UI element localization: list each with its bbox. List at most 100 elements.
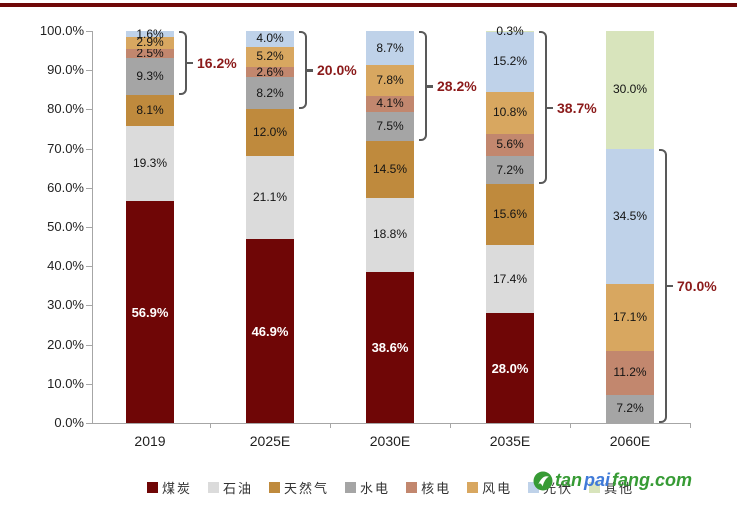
legend-label-nuclear: 核电: [421, 481, 452, 496]
y-axis-label: 40.0%: [47, 258, 84, 274]
legend-item-hydro: 水电: [345, 478, 390, 497]
segment-label-oil-2035E: 17.4%: [492, 271, 528, 286]
bracket-2035E: [539, 31, 553, 185]
bar-segment-wind-2060E: [606, 283, 654, 351]
segment-label-oil-2030E: 18.8%: [372, 227, 408, 242]
bar-segment-hydro-2035E: [486, 155, 534, 185]
x-axis-label-2035E: 2035E: [489, 433, 531, 449]
bar-segment-gas-2025E: [246, 109, 294, 157]
y-axis-tick: [86, 70, 92, 72]
bar-segment-coal-2025E: [246, 239, 294, 423]
legend-swatch-gas: [269, 482, 281, 493]
bar-segment-nuclear-2030E: [366, 95, 414, 112]
bracket-2025E: [299, 31, 313, 110]
bar-segment-nuclear-2035E: [486, 133, 534, 156]
legend-item-oil: 石油: [208, 478, 253, 497]
segment-label-gas-2025E: 12.0%: [252, 125, 288, 140]
x-axis-tick: [210, 423, 211, 428]
segment-label-nuclear-2030E: 4.1%: [376, 96, 404, 111]
segment-label-coal-2025E: 46.9%: [251, 323, 289, 339]
segment-label-oil-2019: 19.3%: [132, 156, 168, 171]
segment-label-wind-2019: 2.9%: [136, 35, 164, 50]
y-axis-label: 60.0%: [47, 179, 84, 195]
y-axis-tick: [86, 383, 92, 385]
bar-segment-coal-2030E: [366, 271, 414, 423]
y-axis-tick: [86, 109, 92, 111]
bar-segment-gas-2030E: [366, 141, 414, 198]
segment-label-wind-2030E: 7.8%: [376, 72, 404, 87]
bar-segment-coal-2019: [126, 201, 174, 423]
x-axis-tick: [690, 423, 691, 428]
bar-segment-gas-2035E: [486, 184, 534, 246]
y-axis-tick: [86, 148, 92, 150]
legend-swatch-coal: [147, 482, 158, 493]
segment-label-nuclear-2019: 2.5%: [136, 45, 164, 60]
y-axis-label: 100.0%: [39, 23, 84, 38]
top-accent-rule: [0, 3, 737, 7]
watermark: tan pai fang.com: [533, 470, 692, 491]
segment-label-gas-2030E: 14.5%: [372, 162, 408, 177]
bracket-2019: [179, 31, 193, 95]
bar-segment-coal-2035E: [486, 313, 534, 423]
legend-swatch-wind: [467, 482, 479, 493]
bracket-pointer-2030E: [425, 85, 433, 88]
legend-item-nuclear: 核电: [406, 478, 451, 497]
bar-segment-other-2060E: [606, 31, 654, 149]
y-axis-tick: [86, 266, 92, 268]
legend-swatch-oil: [208, 482, 220, 493]
bar-segment-wind-2035E: [486, 91, 534, 134]
legend-item-coal: 煤炭: [147, 478, 192, 497]
y-axis-line: [92, 31, 93, 423]
segment-label-hydro-2060E: 7.2%: [616, 401, 644, 416]
y-axis-label: 80.0%: [47, 101, 84, 117]
x-axis-tick: [450, 423, 451, 428]
bar-segment-solar-2019: [126, 31, 174, 38]
legend-item-gas: 天然气: [269, 478, 329, 497]
watermark-part-0: tan: [555, 470, 582, 490]
bar-segment-solar-2025E: [246, 31, 294, 47]
segment-label-hydro-2025E: 8.2%: [256, 85, 284, 100]
bracket-label-2025E: 20.0%: [317, 62, 357, 79]
segment-label-solar-2060E: 34.5%: [612, 208, 648, 223]
segment-label-nuclear-2025E: 2.6%: [256, 64, 284, 79]
y-axis-tick: [86, 187, 92, 189]
segment-label-gas-2035E: 15.6%: [492, 207, 528, 222]
segment-label-hydro-2030E: 7.5%: [376, 118, 404, 133]
y-axis-label: 0.0%: [54, 415, 84, 430]
bar-segment-hydro-2019: [126, 58, 174, 95]
x-axis-tick: [330, 423, 331, 428]
tanpaifang-logo-icon: [533, 471, 553, 490]
segment-label-coal-2035E: 28.0%: [491, 360, 529, 376]
bar-segment-solar-2030E: [366, 31, 414, 66]
segment-label-solar-2035E: 15.2%: [492, 54, 528, 69]
bar-segment-oil-2019: [126, 126, 174, 202]
segment-label-oil-2025E: 21.1%: [252, 190, 288, 205]
bar-segment-wind-2019: [126, 37, 174, 49]
bar-segment-oil-2035E: [486, 245, 534, 314]
bar-segment-hydro-2060E: [606, 394, 654, 423]
y-axis-tick: [86, 344, 92, 346]
bracket-pointer-2019: [185, 61, 193, 65]
y-axis-label: 50.0%: [47, 219, 84, 234]
legend-label-other: 其他: [604, 481, 635, 496]
legend-swatch-hydro: [345, 482, 357, 493]
legend-swatch-solar: [528, 482, 540, 493]
segment-label-other-2060E: 30.0%: [612, 82, 648, 97]
y-axis-label: 10.0%: [47, 375, 84, 391]
bracket-label-2030E: 28.2%: [437, 78, 477, 95]
bracket-label-2035E: 38.7%: [557, 99, 597, 116]
bar-segment-nuclear-2060E: [606, 350, 654, 395]
legend-item-wind: 风电: [467, 478, 512, 497]
bar-segment-nuclear-2019: [126, 48, 174, 59]
watermark-part-1: pai: [584, 470, 611, 490]
bar-segment-solar-2035E: [486, 32, 534, 92]
bar-segment-oil-2025E: [246, 156, 294, 240]
x-axis-line: [92, 423, 690, 424]
bar-segment-wind-2025E: [246, 46, 294, 68]
x-axis-label-2025E: 2025E: [249, 433, 291, 449]
bar-segment-other-2035E: [486, 31, 534, 33]
legend-swatch-other: [589, 482, 601, 493]
segment-label-coal-2030E: 38.6%: [371, 339, 409, 355]
bracket-pointer-2060E: [665, 284, 673, 288]
